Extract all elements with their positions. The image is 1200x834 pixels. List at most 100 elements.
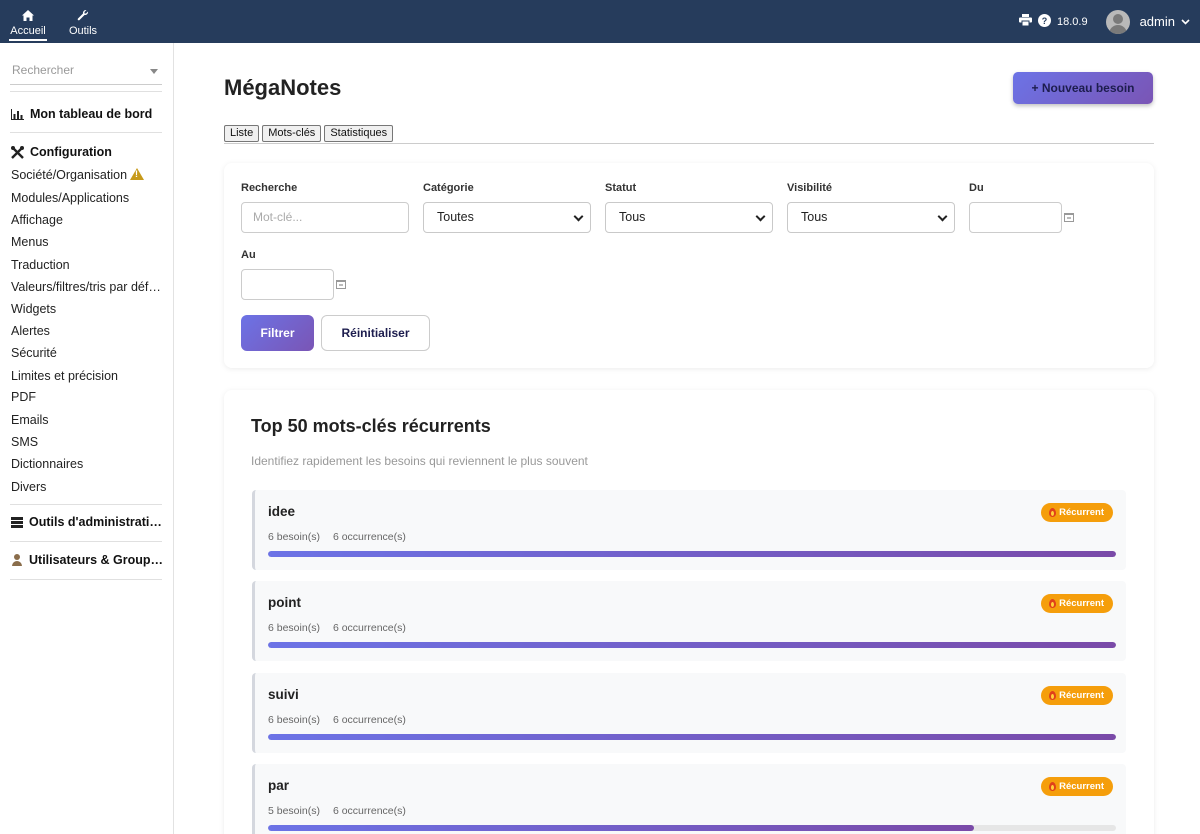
recurrent-badge: Récurrent: [1041, 777, 1113, 796]
reset-button[interactable]: Réinitialiser: [321, 315, 430, 351]
recurrent-badge: Récurrent: [1041, 594, 1113, 613]
sidebar-item-limites[interactable]: Limites et précision: [11, 369, 118, 383]
date-to-input[interactable]: [241, 269, 334, 300]
status-label: Statut: [605, 182, 637, 194]
user-icon: [12, 554, 22, 566]
caret-down-icon: [150, 69, 158, 74]
version-label: 18.0.9: [1056, 15, 1088, 28]
sidebar-item-dashboard[interactable]: Mon tableau de bord: [11, 107, 152, 121]
sidebar-search-input[interactable]: Rechercher: [10, 63, 162, 85]
keyword-progress-bar: [268, 551, 1116, 557]
date-from-input[interactable]: [969, 202, 1062, 233]
nav-tools-label: Outils: [68, 25, 98, 37]
keyword-occurrences: 6 occurrence(s): [332, 622, 406, 634]
keyword-item[interactable]: suivi Récurrent 6 besoin(s) 6 occurrence…: [252, 673, 1126, 753]
keyword-name: par: [268, 778, 290, 793]
keyword-meta: 6 besoin(s) 6 occurrence(s): [268, 622, 406, 634]
keyword-progress-fill: [268, 642, 1116, 648]
calendar-icon[interactable]: [1064, 213, 1074, 222]
sidebar-item-label: Société/Organisation: [11, 168, 128, 182]
visibility-select[interactable]: Tous: [787, 202, 955, 233]
sidebar-item-societe[interactable]: Société/Organisation: [11, 168, 145, 182]
new-need-button[interactable]: + Nouveau besoin: [1013, 72, 1153, 104]
warning-icon: [130, 168, 145, 180]
user-name[interactable]: admin: [1139, 14, 1175, 29]
sidebar-item-sms[interactable]: SMS: [11, 435, 39, 449]
keyword-occurrences: 6 occurrence(s): [332, 805, 406, 817]
badge-label: Récurrent: [1059, 690, 1104, 701]
calendar-icon[interactable]: [336, 280, 346, 289]
sidebar-heading-configuration[interactable]: Configuration: [11, 145, 112, 159]
print-icon[interactable]: [1018, 14, 1032, 29]
page-title: MégaNotes: [224, 75, 342, 100]
keyword-meta: 5 besoin(s) 6 occurrence(s): [268, 805, 406, 817]
sidebar-item-securite[interactable]: Sécurité: [11, 346, 57, 360]
sidebar-item-label: Utilisateurs & Group…: [29, 553, 164, 567]
divider: [10, 132, 162, 133]
chevron-down-icon: [937, 211, 948, 222]
tab-liste[interactable]: Liste: [224, 125, 260, 142]
sidebar-search-placeholder: Rechercher: [12, 63, 75, 77]
top-bar: Accueil Outils ? 18.0.9 admin: [0, 0, 1200, 43]
keyword-name: suivi: [268, 687, 299, 702]
visibility-label: Visibilité: [787, 182, 833, 194]
keywords-title: Top 50 mots-clés récurrents: [251, 416, 491, 436]
search-label: Recherche: [241, 182, 298, 194]
avatar[interactable]: [1105, 9, 1130, 34]
keyword-item[interactable]: point Récurrent 6 besoin(s) 6 occurrence…: [252, 581, 1126, 661]
keyword-meta: 6 besoin(s) 6 occurrence(s): [268, 531, 406, 543]
sidebar-heading-label: Configuration: [30, 145, 112, 159]
sidebar-item-pdf[interactable]: PDF: [11, 390, 36, 404]
sidebar-item-affichage[interactable]: Affichage: [11, 213, 63, 227]
status-value: Tous: [619, 210, 646, 224]
chart-icon: [11, 108, 24, 120]
status-select[interactable]: Tous: [605, 202, 773, 233]
chevron-down-icon: [755, 211, 766, 222]
keyword-item[interactable]: idee Récurrent 6 besoin(s) 6 occurrence(…: [252, 490, 1126, 570]
search-placeholder: Mot-clé...: [253, 210, 303, 224]
wrench-icon: [77, 8, 89, 22]
badge-label: Récurrent: [1059, 507, 1104, 518]
sidebar-item-widgets[interactable]: Widgets: [11, 302, 57, 316]
recurrent-badge: Récurrent: [1041, 503, 1113, 522]
sidebar-item-alertes[interactable]: Alertes: [11, 324, 50, 338]
filter-button[interactable]: Filtrer: [241, 315, 314, 351]
help-icon[interactable]: ?: [1037, 13, 1051, 30]
keyword-progress-fill: [268, 734, 1116, 740]
fire-icon: [1049, 782, 1057, 791]
fire-icon: [1049, 691, 1057, 700]
sidebar-item-modules[interactable]: Modules/Applications: [11, 191, 130, 205]
tabs: Liste Mots-clés Statistiques: [224, 125, 394, 142]
chevron-down-icon[interactable]: [1181, 16, 1190, 28]
sidebar-item-menus[interactable]: Menus: [11, 235, 49, 249]
sidebar-item-traduction[interactable]: Traduction: [11, 258, 70, 272]
sidebar-item-emails[interactable]: Emails: [11, 413, 49, 427]
top-right: ? 18.0.9 admin: [1018, 0, 1190, 43]
keyword-meta: 6 besoin(s) 6 occurrence(s): [268, 714, 406, 726]
keyword-needs: 6 besoin(s): [268, 531, 320, 543]
date-from-label: Du: [969, 182, 984, 194]
keyword-needs: 6 besoin(s): [268, 622, 320, 634]
tab-mots-cles[interactable]: Mots-clés: [262, 125, 322, 142]
sidebar-item-admin-tools[interactable]: Outils d'administrati…: [11, 515, 162, 529]
sidebar: Rechercher Mon tableau de bord Configura…: [0, 43, 174, 834]
sidebar-item-dictionnaires[interactable]: Dictionnaires: [11, 457, 84, 471]
nav-tools[interactable]: Outils: [62, 0, 104, 43]
keyword-occurrences: 6 occurrence(s): [332, 714, 406, 726]
tab-statistiques[interactable]: Statistiques: [324, 125, 394, 142]
badge-label: Récurrent: [1059, 781, 1104, 792]
chevron-down-icon: [573, 211, 584, 222]
keyword-name: point: [268, 595, 301, 610]
category-select[interactable]: Toutes: [423, 202, 591, 233]
keyword-occurrences: 6 occurrence(s): [332, 531, 406, 543]
keyword-progress-bar: [268, 825, 1116, 831]
search-input[interactable]: Mot-clé...: [241, 202, 409, 233]
sidebar-item-users-groups[interactable]: Utilisateurs & Group…: [11, 553, 163, 567]
keyword-needs: 5 besoin(s): [268, 805, 320, 817]
server-icon: [11, 516, 23, 528]
sidebar-item-valeurs[interactable]: Valeurs/filtres/tris par déf…: [11, 280, 161, 294]
home-icon: [22, 8, 34, 22]
sidebar-item-divers[interactable]: Divers: [11, 480, 47, 494]
keyword-item[interactable]: par Récurrent 5 besoin(s) 6 occurrence(s…: [252, 764, 1126, 834]
nav-home[interactable]: Accueil: [5, 0, 51, 43]
